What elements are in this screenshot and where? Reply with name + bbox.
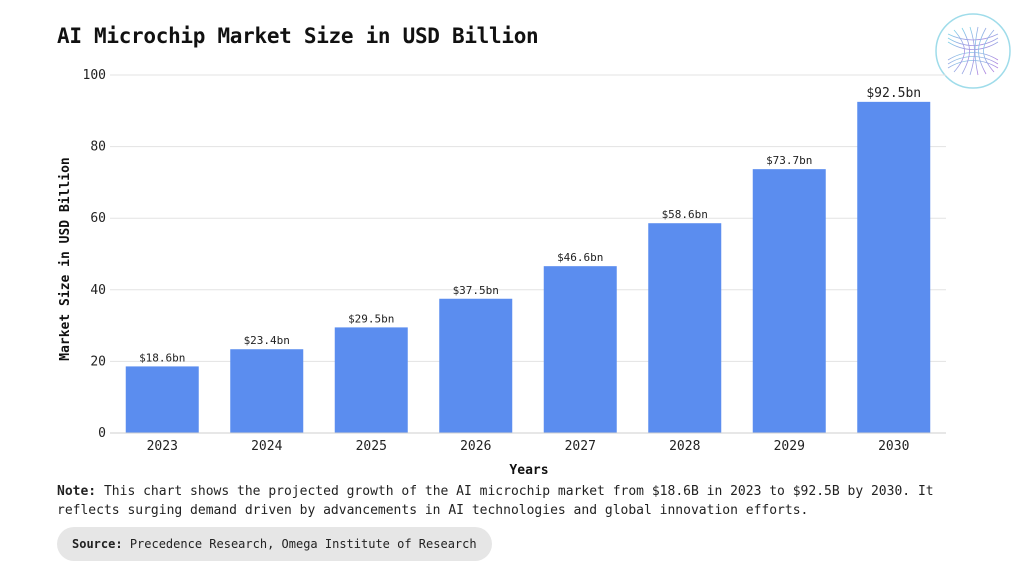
x-tick-label: 2026 [460, 439, 491, 454]
brand-logo-icon [935, 13, 1011, 89]
y-axis-title: Market Size in USD Billion [58, 157, 73, 361]
y-tick-label: 100 [83, 68, 106, 83]
x-tick-label: 2028 [669, 439, 700, 454]
chart-note: Note: This chart shows the projected gro… [57, 482, 957, 520]
data-label-2026: $37.5bn [453, 284, 499, 297]
x-axis-ticks: 2023 2024 2025 2026 2027 2028 2029 2030 [147, 439, 910, 454]
data-label-2025: $29.5bn [348, 312, 394, 325]
source-label: Source: [72, 537, 123, 551]
bar-2027 [543, 266, 617, 433]
x-tick-label: 2030 [878, 439, 909, 454]
bar-2028 [648, 223, 722, 433]
note-text: This chart shows the projected growth of… [57, 484, 934, 518]
chart-title: AI Microchip Market Size in USD Billion [57, 24, 539, 48]
bar-2023 [125, 366, 199, 433]
x-axis-title: Years [509, 463, 548, 478]
y-tick-label: 40 [90, 283, 106, 298]
bar-chart: 0 20 40 60 80 100 $18.6bn $23.4bn $29.5bn $37.5b… [58, 68, 946, 478]
x-tick-label: 2024 [251, 439, 282, 454]
y-axis-ticks: 0 20 40 60 80 100 [83, 68, 106, 441]
data-label-2030: $92.5bn [866, 86, 921, 101]
bar-2030 [857, 101, 931, 433]
bar-data-labels: $18.6bn $23.4bn $29.5bn $37.5bn $46.6bn $58.6… [139, 86, 921, 365]
bar-2024 [230, 349, 304, 433]
source-text: Precedence Research, Omega Institute of … [129, 537, 477, 551]
x-tick-label: 2025 [356, 439, 387, 454]
x-tick-label: 2023 [147, 439, 178, 454]
y-tick-label: 80 [90, 140, 106, 155]
data-label-2029: $73.7bn [766, 154, 812, 167]
bar-2025 [334, 327, 408, 433]
data-label-2023: $18.6bn [139, 351, 185, 364]
data-label-2027: $46.6bn [557, 251, 603, 264]
x-tick-label: 2027 [565, 439, 596, 454]
y-tick-label: 20 [90, 354, 106, 369]
y-tick-label: 60 [90, 211, 106, 226]
data-label-2024: $23.4bn [244, 334, 290, 347]
x-tick-label: 2029 [774, 439, 805, 454]
source-pill: Source: Precedence Research, Omega Insti… [57, 527, 492, 561]
note-label: Note: [57, 484, 97, 499]
bars [125, 101, 931, 434]
y-tick-label: 0 [98, 426, 106, 441]
data-label-2028: $58.6bn [662, 208, 708, 221]
bar-2029 [752, 169, 826, 434]
bar-2026 [439, 298, 513, 433]
